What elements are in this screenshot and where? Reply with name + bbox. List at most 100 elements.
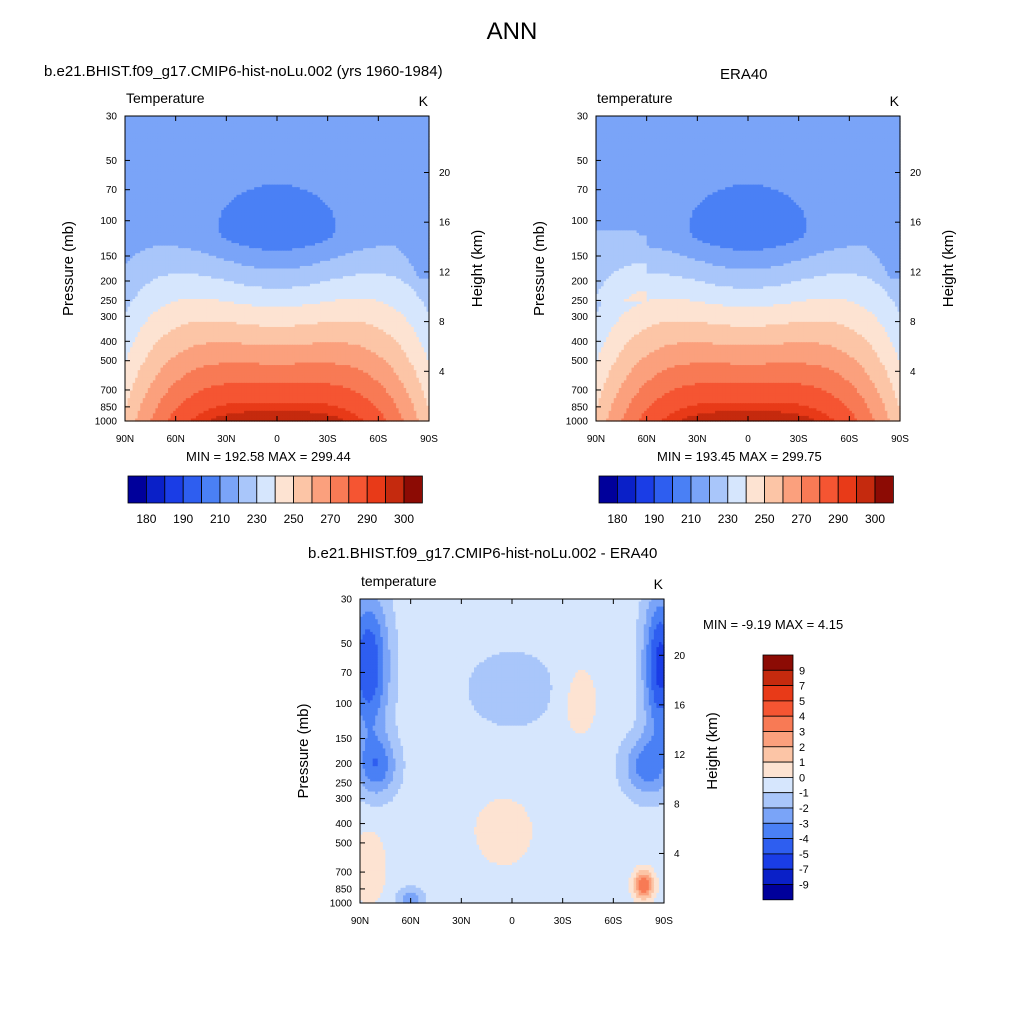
heat-cell <box>342 143 346 148</box>
heat-cell <box>330 146 334 150</box>
heat-cell <box>163 116 167 120</box>
heat-cell <box>299 141 303 145</box>
heat-cell <box>173 118 177 122</box>
heat-cell <box>347 138 352 143</box>
heat-cell <box>221 131 225 135</box>
heat-cell <box>299 121 303 125</box>
heat-cell <box>180 118 184 122</box>
heat-cell <box>218 143 222 148</box>
heat-cell <box>203 126 207 130</box>
heat-cell <box>168 118 172 122</box>
heat-cell <box>302 126 306 130</box>
heat-cell <box>163 128 167 132</box>
heat-cell <box>345 123 349 127</box>
heat-cell <box>173 131 177 135</box>
heat-cell <box>279 121 283 125</box>
heat-cell <box>365 143 369 148</box>
heat-cell <box>368 146 372 150</box>
heat-cell <box>178 123 182 127</box>
heat-cell <box>201 138 205 143</box>
heat-cell <box>418 123 422 127</box>
heat-cell <box>254 118 258 122</box>
heat-cell <box>168 126 172 130</box>
heat-cell <box>309 138 314 143</box>
heat-cell <box>145 123 149 127</box>
heat-cell <box>355 126 359 130</box>
heat-cell <box>259 143 263 148</box>
heat-cell <box>264 133 268 137</box>
heat-cell <box>284 143 288 148</box>
heat-cell <box>302 116 306 120</box>
heat-cell <box>168 136 172 140</box>
heat-cell <box>426 131 430 135</box>
heat-cell <box>385 133 390 137</box>
heat-cell <box>147 146 151 150</box>
heat-cell <box>396 128 400 132</box>
heat-cell <box>350 118 354 122</box>
heat-cell <box>170 118 174 122</box>
heat-cell <box>226 131 230 135</box>
heat-cell <box>203 123 207 127</box>
heat-cell <box>365 146 369 150</box>
heat-cell <box>135 118 139 122</box>
heat-cell <box>127 126 131 130</box>
heat-cell <box>320 136 324 140</box>
heat-cell <box>411 126 415 130</box>
heat-cell <box>185 146 189 150</box>
heat-cell <box>426 136 430 140</box>
heat-cell <box>317 126 321 130</box>
heat-cell <box>157 146 162 150</box>
heat-cell <box>413 116 417 120</box>
heat-cell <box>249 116 253 120</box>
heat-cell <box>213 131 217 135</box>
heat-cell <box>325 116 329 120</box>
figure-title: ANN <box>0 18 1024 46</box>
heat-cell <box>147 136 151 140</box>
heat-cell <box>251 118 255 122</box>
heat-cell <box>185 141 189 145</box>
heat-cell <box>226 121 230 125</box>
heat-cell <box>403 123 407 127</box>
heat-cell <box>416 136 420 140</box>
heat-cell <box>396 143 400 148</box>
heat-cell <box>183 136 187 140</box>
heat-cell <box>208 136 212 140</box>
heat-cell <box>211 123 215 127</box>
heat-cell <box>335 123 339 127</box>
heat-cell <box>175 143 179 148</box>
heat-cell <box>244 118 248 122</box>
heat-cell <box>396 118 400 122</box>
heat-cell <box>223 133 227 137</box>
heat-cell <box>385 118 390 122</box>
heat-cell <box>355 128 359 132</box>
heat-cell <box>325 136 329 140</box>
heat-cell <box>355 133 359 137</box>
heat-cell <box>393 146 397 150</box>
heat-cell <box>340 116 344 120</box>
heat-cell <box>322 131 326 135</box>
heat-cell <box>160 123 164 127</box>
heat-cell <box>246 128 250 132</box>
heat-cell <box>264 128 268 132</box>
heat-cell <box>259 146 263 150</box>
heat-cell <box>206 146 210 150</box>
heat-cell <box>223 118 227 122</box>
heat-cell <box>408 128 412 132</box>
heat-cell <box>332 131 336 135</box>
heat-cell <box>152 131 156 135</box>
heat-cell <box>193 116 197 120</box>
heat-cell <box>421 143 425 148</box>
heat-cell <box>203 116 207 120</box>
heat-cell <box>385 146 390 150</box>
heat-cell <box>249 128 253 132</box>
heat-cell <box>208 128 212 132</box>
heat-cell <box>370 133 374 137</box>
heat-cell <box>385 128 390 132</box>
heat-cell <box>188 133 192 137</box>
heat-cell <box>132 146 136 150</box>
heat-cell <box>315 126 319 130</box>
heat-cell <box>152 141 156 145</box>
heat-cell <box>208 141 212 145</box>
heat-cell <box>416 121 420 125</box>
heat-cell <box>173 143 177 148</box>
